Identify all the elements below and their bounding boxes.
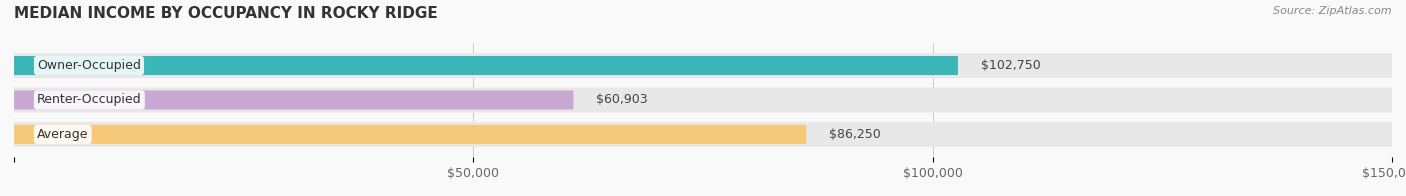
FancyBboxPatch shape <box>14 122 1392 147</box>
Text: $102,750: $102,750 <box>981 59 1040 72</box>
FancyBboxPatch shape <box>14 53 1392 78</box>
FancyBboxPatch shape <box>14 90 574 110</box>
FancyBboxPatch shape <box>14 87 1392 113</box>
Text: Owner-Occupied: Owner-Occupied <box>37 59 141 72</box>
Text: Average: Average <box>37 128 89 141</box>
Text: $86,250: $86,250 <box>830 128 882 141</box>
FancyBboxPatch shape <box>14 125 807 144</box>
Text: Source: ZipAtlas.com: Source: ZipAtlas.com <box>1274 6 1392 16</box>
Text: Renter-Occupied: Renter-Occupied <box>37 93 142 106</box>
Text: $60,903: $60,903 <box>596 93 648 106</box>
Text: MEDIAN INCOME BY OCCUPANCY IN ROCKY RIDGE: MEDIAN INCOME BY OCCUPANCY IN ROCKY RIDG… <box>14 6 437 21</box>
FancyBboxPatch shape <box>14 56 957 75</box>
